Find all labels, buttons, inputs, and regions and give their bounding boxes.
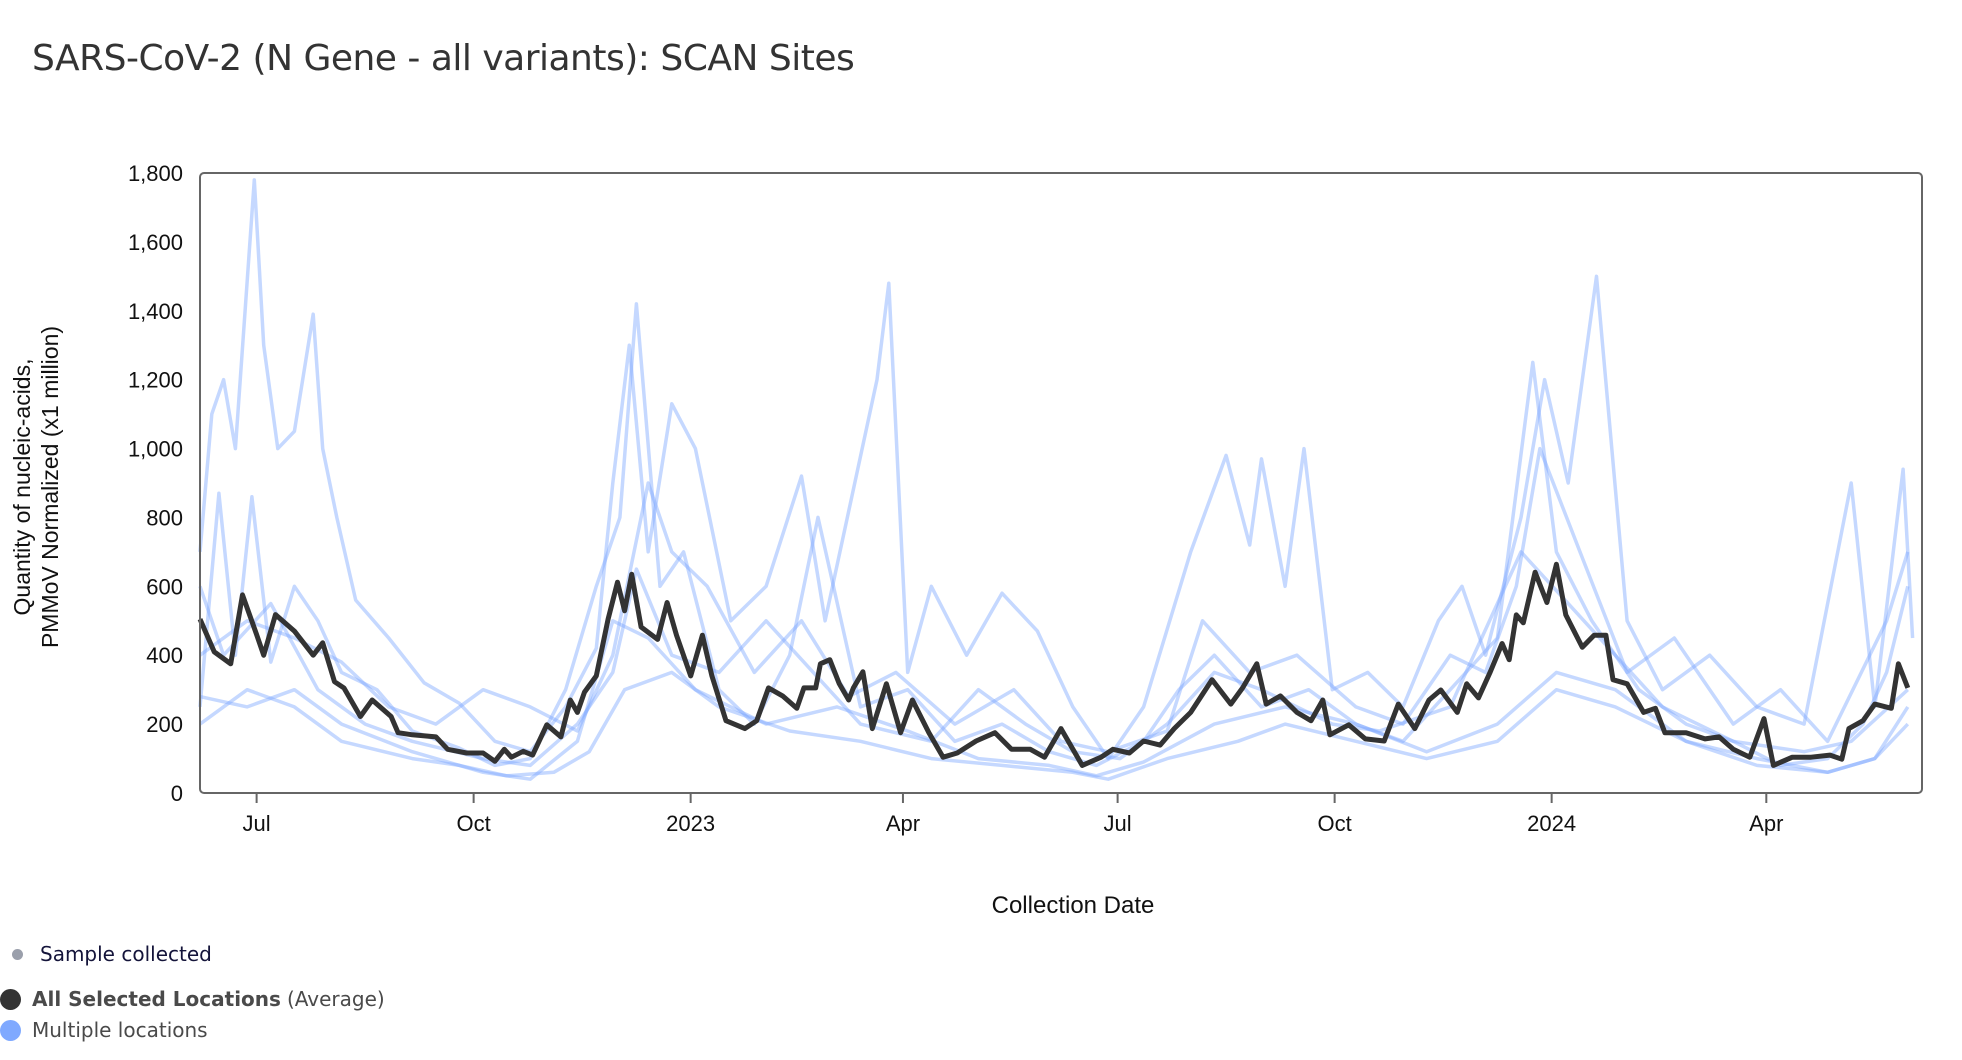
y-tick-label: 1,400 — [128, 299, 183, 324]
average-line[interactable] — [197, 561, 1911, 768]
location-lines — [198, 178, 1915, 781]
x-axis: Jul Oct 2023 Apr Jul Oct 2024 Apr — [243, 793, 1783, 836]
plot-frame — [199, 172, 1923, 794]
page-title: SARS-CoV-2 (N Gene - all variants): SCAN… — [32, 38, 855, 79]
y-tick-label: 1,600 — [128, 230, 183, 255]
location-line-6[interactable] — [198, 446, 1910, 754]
x-tick-label: Oct — [1318, 811, 1352, 836]
x-tick-label: 2024 — [1527, 811, 1576, 836]
x-tick-label: Apr — [1749, 811, 1783, 836]
average-line-layer — [197, 561, 1911, 768]
y-axis: 0 200 400 600 800 1,000 1,200 1,400 1,600 1,800 — [128, 161, 183, 806]
y-tick-label: 1,000 — [128, 437, 183, 462]
y-tick-label: 600 — [146, 574, 183, 599]
x-tick-label: Jul — [243, 811, 271, 836]
y-tick-label: 800 — [146, 505, 183, 530]
y-tick-label: 400 — [146, 643, 183, 668]
x-tick-label: Jul — [1104, 811, 1132, 836]
y-tick-label: 1,200 — [128, 368, 183, 393]
x-tick-label: 2023 — [666, 811, 715, 836]
y-tick-label: 200 — [146, 712, 183, 737]
x-axis-title: Collection Date — [992, 892, 1155, 919]
y-tick-label: 1,800 — [128, 161, 183, 186]
x-tick-label: Oct — [457, 811, 491, 836]
location-line-5[interactable] — [198, 670, 1910, 781]
x-tick-label: Apr — [886, 811, 920, 836]
y-axis-title-line-2: PMMoV Normalized (x1 million) — [37, 326, 63, 648]
location-line-1[interactable] — [198, 178, 1915, 761]
location-line-3[interactable] — [199, 619, 1910, 781]
location-line-2[interactable] — [198, 302, 1910, 768]
y-axis-title-line-1: Quantity of nucleic-acids, — [9, 359, 35, 616]
y-tick-label: 0 — [171, 781, 183, 806]
